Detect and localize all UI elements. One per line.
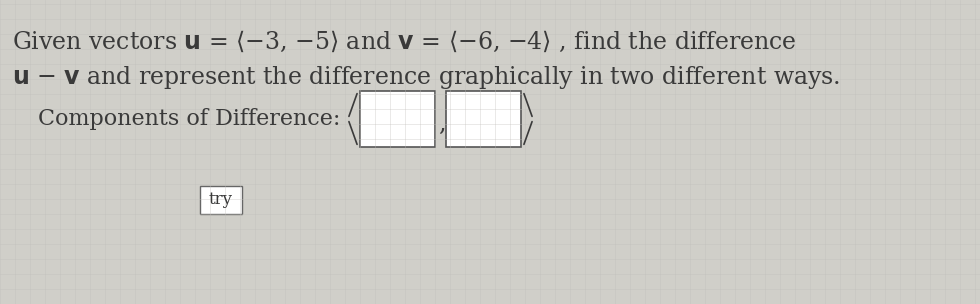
Bar	[200, 186, 242, 214]
Bar	[360, 91, 435, 147]
Text: ,: ,	[438, 112, 446, 136]
Text: try: try	[209, 192, 233, 209]
Bar	[446, 91, 521, 147]
Text: Components of Difference:: Components of Difference:	[38, 108, 348, 130]
Text: $\mathbf{u}$ $-$ $\mathbf{v}$ and represent the difference graphically in two di: $\mathbf{u}$ $-$ $\mathbf{v}$ and repres…	[12, 64, 840, 91]
Text: Given vectors $\mathbf{u}$ = $\langle$$-$3, $-$5$\rangle$ and $\mathbf{v}$ = $\l: Given vectors $\mathbf{u}$ = $\langle$$-…	[12, 29, 797, 54]
